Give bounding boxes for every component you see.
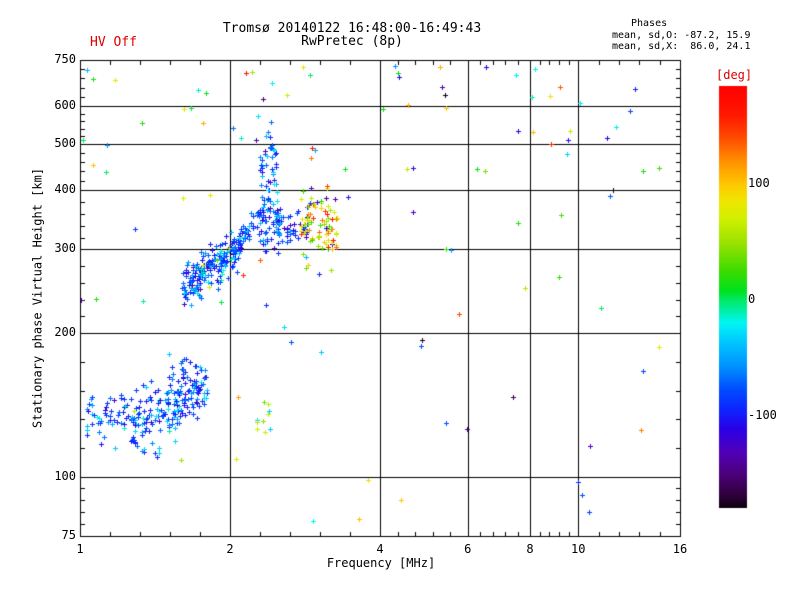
- y-tick-label: 300: [54, 241, 76, 256]
- x-tick-label: 6: [464, 542, 472, 556]
- plot-title: Tromsø 20140122 16:48:00-16:49:43: [222, 21, 482, 36]
- x-tick-label: 10: [571, 542, 586, 556]
- colorbar-unit-label: [deg]: [716, 68, 753, 82]
- colorbar-tick-label: 100: [748, 176, 770, 191]
- y-tick-label: 600: [54, 98, 76, 113]
- phase-stats-x-mode: mean, sd,X: 86.0, 24.1: [612, 41, 751, 52]
- y-tick-label: 400: [54, 181, 76, 196]
- x-tick-label: 16: [672, 542, 688, 556]
- colorbar-tick-label: 0: [748, 291, 756, 306]
- hv-status-label: HV Off: [90, 35, 137, 50]
- phase-stats-heading: Phases: [631, 18, 668, 29]
- y-tick-label: 750: [54, 52, 76, 66]
- y-axis-title: Stationary phase Virtual Height [km]: [30, 167, 45, 429]
- x-tick-label: 1: [76, 542, 84, 556]
- y-tick-label: 500: [54, 135, 76, 150]
- x-tick-label: 8: [526, 542, 534, 556]
- x-tick-label: 4: [376, 542, 384, 556]
- x-tick-label: 2: [226, 542, 234, 556]
- y-tick-label: 200: [54, 325, 76, 340]
- phase-stats-o-mode: mean, sd,O: -87.2, 15.9: [612, 30, 751, 41]
- y-tick-label: 75: [61, 528, 76, 542]
- y-tick-label: 100: [54, 468, 76, 483]
- colorbar-tick-label: -100: [748, 407, 777, 422]
- x-axis-title: Frequency [MHz]: [326, 556, 436, 570]
- plot-subtitle: RwPretec (8p): [301, 34, 403, 49]
